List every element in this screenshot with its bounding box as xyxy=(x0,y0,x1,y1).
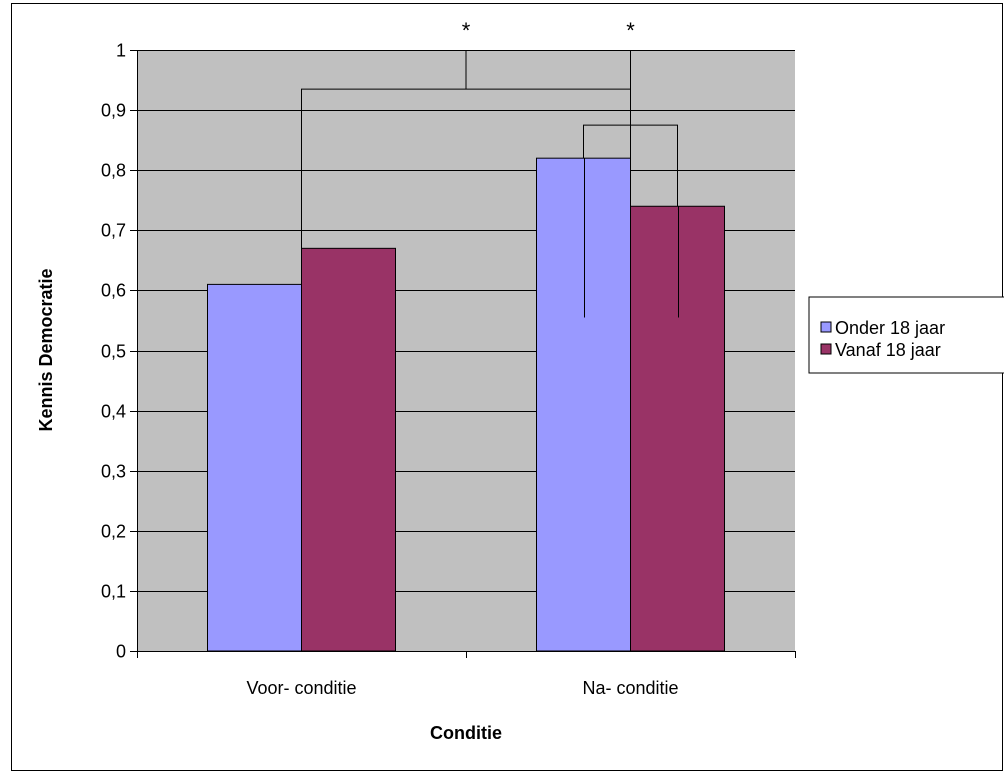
bar xyxy=(630,205,725,652)
legend-label-onder-18: Onder 18 jaar xyxy=(835,318,945,338)
significance-marker: * xyxy=(462,18,471,43)
legend-swatch-vanaf-18 xyxy=(820,343,832,355)
y-axis-title: Kennis Democratie xyxy=(36,268,56,431)
bar-chart: * * 0 0,1 0,2 0,3 0,4 0,5 0,6 0,7 0,8 0,9 1 Voor- co… xyxy=(36,18,1004,743)
legend: Onder 18 jaar Vanaf 18 jaar xyxy=(808,296,1004,374)
bar xyxy=(536,157,631,652)
bar xyxy=(207,283,302,652)
legend-box xyxy=(808,296,1004,374)
y-tick-label: 0,5 xyxy=(101,342,126,362)
legend-swatch-onder-18 xyxy=(820,321,832,333)
y-tick-label: 0,9 xyxy=(101,101,126,121)
y-tick-label: 0,3 xyxy=(101,462,126,482)
x-tick-label: Voor- conditie xyxy=(246,678,356,698)
legend-label-vanaf-18: Vanaf 18 jaar xyxy=(835,340,941,360)
chart-frame: * * 0 0,1 0,2 0,3 0,4 0,5 0,6 0,7 0,8 0,9 1 Voor- co… xyxy=(11,3,1004,771)
y-tick-label: 0,2 xyxy=(101,522,126,542)
y-tick-label: 0 xyxy=(116,642,126,662)
y-tick-label: 0,8 xyxy=(101,161,126,181)
y-tick-label: 0,4 xyxy=(101,402,126,422)
x-tick-label: Na- conditie xyxy=(582,678,678,698)
y-tick-label: 0,1 xyxy=(101,582,126,602)
y-tick-label: 1 xyxy=(116,41,126,61)
bar xyxy=(301,247,396,652)
y-tick-label: 0,7 xyxy=(101,221,126,241)
significance-marker: * xyxy=(626,18,635,43)
y-tick-label: 0,6 xyxy=(101,281,126,301)
x-axis-title: Conditie xyxy=(430,723,502,743)
